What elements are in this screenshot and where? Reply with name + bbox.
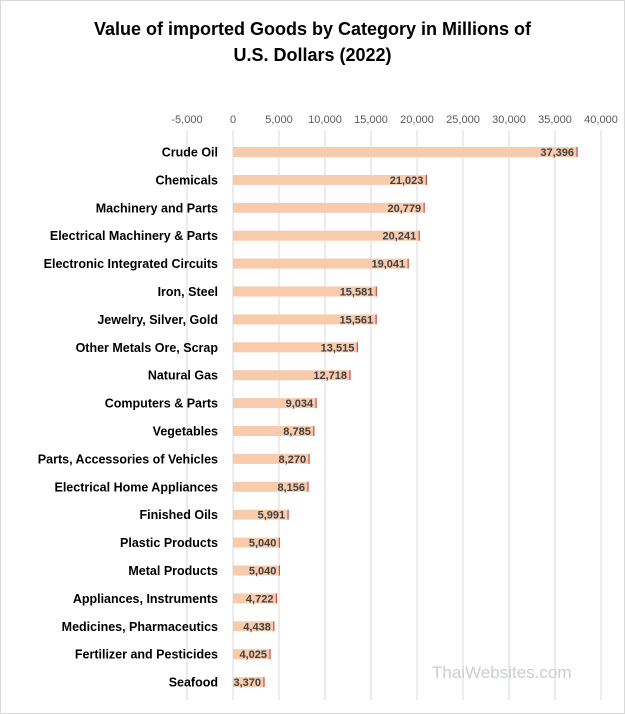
x-tick-label: 15,000 xyxy=(354,114,388,126)
bar xyxy=(233,258,409,269)
gridlines xyxy=(186,130,602,700)
value-label: 21,023 xyxy=(390,175,424,187)
category-label: Appliances, Instruments xyxy=(73,592,218,606)
category-label: Medicines, Pharmaceutics xyxy=(62,620,218,634)
bar xyxy=(233,174,427,185)
category-label: Natural Gas xyxy=(148,369,218,383)
bar xyxy=(233,649,271,660)
value-label: 5,040 xyxy=(249,566,277,578)
bar xyxy=(233,593,277,604)
x-tick-label: 0 xyxy=(230,114,236,126)
bars xyxy=(233,147,578,688)
category-label: Fertilizer and Pesticides xyxy=(75,648,218,662)
category-label: Metal Products xyxy=(128,564,218,578)
chart-title-line-1: Value of imported Goods by Category in M… xyxy=(93,19,532,39)
bar xyxy=(233,286,377,297)
value-label: 4,025 xyxy=(239,649,267,661)
x-tick-label: 35,000 xyxy=(538,114,572,126)
value-label: 9,034 xyxy=(286,398,314,410)
x-tick-label: 20,000 xyxy=(400,114,434,126)
category-label: Chemicals xyxy=(155,173,218,187)
category-label: Finished Oils xyxy=(140,508,219,522)
category-label: Jewelry, Silver, Gold xyxy=(97,313,218,327)
value-labels: 37,396 21,023 20,779 20,241 19,041 15,581 15,5… xyxy=(233,147,574,689)
bar xyxy=(233,677,265,688)
chart-title-line-2: U.S. Dollars (2022) xyxy=(233,45,392,65)
x-tick-label: 30,000 xyxy=(492,114,526,126)
value-label: 8,156 xyxy=(278,482,306,494)
x-tick-label: -5,000 xyxy=(171,114,202,126)
category-label: Other Metals Ore, Scrap xyxy=(76,341,219,355)
bar xyxy=(233,398,317,409)
bar xyxy=(233,509,289,520)
value-label: 8,785 xyxy=(283,426,311,438)
bar xyxy=(233,481,309,492)
x-tick-label: 10,000 xyxy=(308,114,342,126)
category-label: Seafood xyxy=(169,676,218,690)
value-label: 37,396 xyxy=(540,147,574,159)
value-label: 8,270 xyxy=(279,454,307,466)
category-label: Computers & Parts xyxy=(105,397,218,411)
bar xyxy=(233,621,274,632)
category-label: Electronic Integrated Circuits xyxy=(44,257,218,271)
x-axis-tick-labels: -5,000 0 5,000 10,000 15,000 20,000 25,000 30,0… xyxy=(171,114,617,126)
category-label: Iron, Steel xyxy=(158,285,218,299)
bar xyxy=(233,565,280,576)
bar xyxy=(233,537,280,548)
bar xyxy=(233,342,358,353)
value-label: 5,991 xyxy=(258,510,286,522)
category-label: Crude Oil xyxy=(162,146,218,160)
bar xyxy=(233,426,314,436)
bar xyxy=(233,230,420,241)
chart-title: Value of imported Goods by Category in M… xyxy=(0,16,625,68)
bar xyxy=(233,314,377,325)
value-label: 15,561 xyxy=(340,314,374,326)
category-labels: Crude Oil Chemicals Machinery and Parts Ele… xyxy=(38,146,219,690)
category-label: Vegetables xyxy=(153,425,218,439)
category-label: Electrical Machinery & Parts xyxy=(50,229,218,243)
value-label: 4,438 xyxy=(243,621,271,633)
x-tick-label: 5,000 xyxy=(265,114,293,126)
category-label: Plastic Products xyxy=(120,536,218,550)
bar xyxy=(233,453,310,464)
value-label: 4,722 xyxy=(246,593,274,605)
value-label: 3,370 xyxy=(233,677,261,689)
bar xyxy=(233,370,351,381)
value-label: 15,581 xyxy=(340,287,374,299)
category-label: Parts, Accessories of Vehicles xyxy=(38,452,218,466)
value-label: 20,779 xyxy=(388,203,422,215)
value-label: 19,041 xyxy=(372,259,406,271)
value-label: 5,040 xyxy=(249,538,277,550)
value-label: 20,241 xyxy=(383,231,417,243)
bar xyxy=(233,202,425,213)
bar xyxy=(233,147,578,157)
watermark: ThaiWebsites.com xyxy=(432,663,572,682)
value-label: 12,718 xyxy=(313,370,347,382)
value-label: 13,515 xyxy=(321,342,355,354)
category-label: Electrical Home Appliances xyxy=(55,480,219,494)
category-label: Machinery and Parts xyxy=(96,201,218,215)
x-tick-label: 40,000 xyxy=(584,114,618,126)
x-tick-label: 25,000 xyxy=(446,114,480,126)
